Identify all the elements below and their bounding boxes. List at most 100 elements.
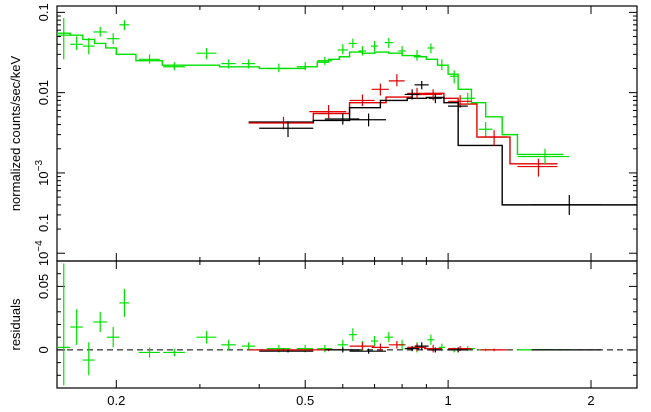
data-point — [119, 288, 130, 317]
y-tick-label-base: 0.01 — [36, 80, 51, 105]
data-point — [438, 59, 445, 71]
data-point — [384, 332, 393, 343]
data-point — [358, 46, 367, 56]
data-point — [248, 116, 314, 130]
data-point — [531, 349, 602, 351]
y-tick-label-base: 0.1 — [36, 3, 51, 21]
x-tick-label: 2 — [587, 393, 594, 408]
data-point — [349, 113, 387, 127]
data-point — [388, 341, 405, 349]
data-point — [70, 36, 83, 50]
data-point — [93, 26, 107, 37]
data-point — [242, 342, 256, 350]
data-point — [424, 344, 442, 353]
data-point — [480, 348, 507, 352]
y-axis-label: normalized counts/sec/keV — [8, 55, 23, 211]
y-tick-label: 0.1 — [36, 3, 51, 21]
data-point — [296, 62, 314, 71]
y-tick-label-base: 0.05 — [36, 274, 51, 299]
x-tick-label: 0.2 — [107, 393, 125, 408]
data-point — [259, 121, 314, 138]
data-point — [82, 37, 95, 55]
data-point — [138, 347, 160, 358]
data-point — [371, 40, 379, 52]
y-axis-label: residuals — [8, 298, 23, 351]
data-point — [119, 20, 130, 31]
data-point — [57, 263, 71, 386]
data-point — [413, 49, 421, 61]
data-point — [414, 342, 429, 350]
data-point — [427, 334, 435, 345]
data-point — [384, 37, 393, 48]
data-point — [371, 335, 379, 347]
data-point — [531, 195, 602, 215]
data-point — [196, 330, 217, 344]
y-tick-label: 10−3 — [34, 160, 51, 186]
y-tick-label-exponent: −3 — [34, 160, 45, 172]
y-tick-label: 0 — [36, 346, 51, 353]
data-point — [82, 342, 95, 376]
data-point — [427, 43, 435, 54]
data-point — [106, 327, 120, 348]
data-point — [57, 18, 71, 60]
data-point — [478, 122, 493, 138]
data-point — [460, 92, 476, 106]
model-line — [57, 32, 564, 156]
data-point — [324, 347, 360, 353]
model-line — [248, 96, 637, 206]
y-tick-label-base: 10 — [36, 252, 51, 266]
data-point — [404, 89, 420, 100]
data-point — [428, 347, 442, 353]
data-point — [266, 63, 291, 73]
x-tick-label: 1 — [444, 393, 451, 408]
data-point — [448, 101, 468, 112]
y-tick-label: 0.1 — [36, 214, 51, 232]
data-point — [349, 348, 387, 354]
data-point — [371, 83, 389, 96]
data-point — [517, 148, 570, 164]
top-frame — [56, 5, 638, 262]
data-point — [337, 44, 348, 55]
data-point — [407, 87, 427, 100]
y-tick-label: 0.01 — [36, 80, 51, 105]
data-point — [398, 46, 406, 56]
data-point — [317, 56, 333, 66]
data-point — [221, 59, 236, 69]
data-point — [259, 349, 314, 353]
data-point — [324, 113, 360, 125]
data-point — [138, 54, 160, 64]
data-point — [221, 339, 236, 350]
data-point — [404, 346, 420, 352]
bottom-frame — [56, 260, 638, 389]
data-point — [517, 158, 558, 177]
data-point — [317, 344, 333, 353]
y-tick-label-base: 0 — [36, 346, 51, 353]
data-point — [388, 74, 405, 87]
data-point — [70, 309, 83, 345]
data-point — [309, 105, 347, 119]
data-point — [450, 70, 459, 84]
data-point — [93, 311, 107, 333]
data-point — [414, 80, 429, 90]
data-point — [480, 130, 507, 146]
data-point — [163, 348, 185, 357]
data-point — [448, 347, 468, 353]
data-point — [349, 342, 375, 350]
y-tick-label: 10−4 — [34, 240, 51, 266]
y-tick-label-exponent: −4 — [34, 240, 45, 252]
data-point — [163, 62, 185, 71]
data-point — [348, 328, 357, 342]
data-point — [349, 94, 375, 107]
bottom-panel: 0 0.05 0.1 0.2 0.5 1 2 residuals — [8, 214, 638, 408]
data-point — [348, 38, 357, 48]
data-point — [196, 47, 217, 60]
data-point — [106, 33, 120, 45]
data-point — [428, 93, 442, 104]
data-point — [407, 343, 427, 352]
y-tick-label-base: 0.1 — [36, 214, 51, 232]
y-tick-label-base: 10 — [36, 171, 51, 185]
x-tick-label: 0.5 — [296, 393, 314, 408]
y-tick-label: 0.05 — [36, 274, 51, 299]
